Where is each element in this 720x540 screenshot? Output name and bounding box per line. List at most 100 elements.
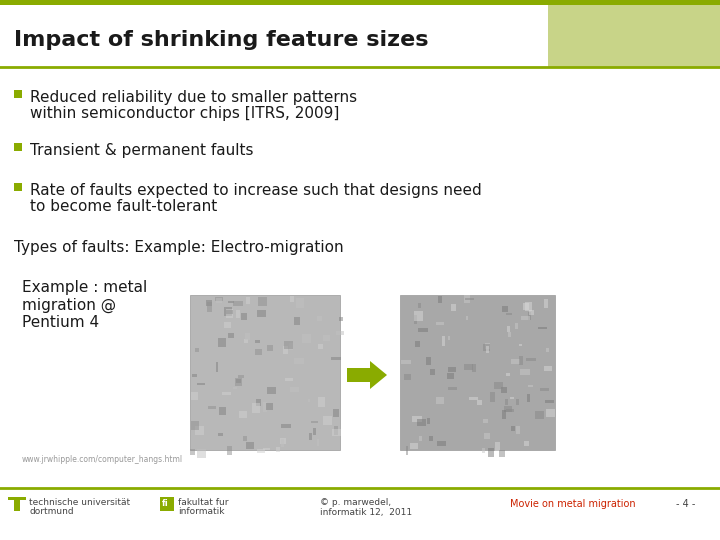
Bar <box>527 394 531 402</box>
Text: Rate of faults expected to increase such that designs need: Rate of faults expected to increase such… <box>30 183 482 198</box>
Bar <box>338 317 343 321</box>
Bar <box>239 411 247 418</box>
Bar <box>483 344 490 350</box>
Bar <box>505 406 513 413</box>
Bar <box>487 346 489 353</box>
Bar <box>318 397 325 407</box>
Bar <box>429 436 433 441</box>
Bar <box>264 448 270 450</box>
Bar <box>401 360 410 364</box>
Bar <box>546 409 555 417</box>
Bar <box>501 387 507 394</box>
Bar <box>225 307 232 316</box>
Bar <box>529 310 534 315</box>
Bar <box>323 335 330 341</box>
Bar <box>191 421 199 430</box>
Bar <box>197 449 206 458</box>
Bar <box>243 339 248 343</box>
Bar <box>528 385 533 387</box>
Bar <box>284 341 292 349</box>
Bar <box>410 443 418 449</box>
Bar <box>437 441 446 446</box>
Bar <box>538 327 547 329</box>
Bar <box>535 411 544 419</box>
Bar <box>317 439 320 446</box>
Bar <box>289 296 294 302</box>
Text: fi: fi <box>162 500 168 509</box>
Bar <box>233 387 237 389</box>
Bar <box>477 400 482 406</box>
Bar <box>289 343 293 350</box>
Bar <box>485 343 490 349</box>
Bar <box>505 373 510 376</box>
Bar <box>516 426 521 434</box>
Bar <box>246 442 254 449</box>
Bar <box>482 418 488 423</box>
Bar <box>14 497 20 511</box>
Bar <box>546 348 549 353</box>
Text: Example : metal
migration @
Pentium 4: Example : metal migration @ Pentium 4 <box>22 280 148 330</box>
Bar <box>0 0 720 5</box>
Bar <box>246 298 250 304</box>
Bar <box>308 399 310 402</box>
Bar <box>523 303 529 310</box>
Bar <box>236 379 241 383</box>
Bar <box>294 359 304 364</box>
Bar <box>528 312 531 320</box>
Bar <box>436 397 444 403</box>
Bar <box>469 397 478 400</box>
Bar <box>263 402 267 412</box>
Text: informatik: informatik <box>178 507 225 516</box>
Bar <box>333 409 338 417</box>
Bar <box>191 393 198 400</box>
Bar <box>526 357 536 361</box>
Bar <box>227 446 233 455</box>
Bar <box>256 399 261 406</box>
Bar <box>238 375 243 378</box>
Bar <box>488 448 493 457</box>
Bar <box>257 449 265 453</box>
Bar <box>451 304 456 311</box>
Bar <box>426 357 431 366</box>
Bar <box>302 334 311 342</box>
Bar <box>418 303 421 308</box>
Text: www.jrwhipple.com/computer_hangs.html: www.jrwhipple.com/computer_hangs.html <box>22 455 183 464</box>
Bar <box>502 410 506 419</box>
Bar <box>294 316 300 325</box>
Bar <box>465 298 474 300</box>
Bar <box>524 441 529 446</box>
Bar <box>400 295 555 450</box>
Bar <box>266 403 273 410</box>
Bar <box>418 328 428 332</box>
Bar <box>438 296 442 303</box>
Bar <box>190 295 340 450</box>
Bar <box>490 393 495 402</box>
Bar <box>194 426 204 435</box>
Bar <box>257 310 266 318</box>
Bar <box>466 316 468 320</box>
Text: Reduced reliability due to smaller patterns: Reduced reliability due to smaller patte… <box>30 90 357 105</box>
Bar <box>482 448 485 453</box>
Bar <box>243 436 247 441</box>
Bar <box>506 313 512 315</box>
Bar <box>548 5 720 67</box>
Bar <box>540 388 549 391</box>
Bar <box>464 364 473 370</box>
Bar <box>241 313 248 320</box>
Bar <box>502 306 508 312</box>
Bar <box>281 438 284 448</box>
Bar <box>519 343 522 346</box>
Bar <box>267 387 276 394</box>
Bar <box>431 369 436 375</box>
Bar <box>484 433 490 438</box>
Bar <box>323 416 332 426</box>
Bar <box>417 419 426 426</box>
Polygon shape <box>347 361 387 389</box>
Bar <box>226 309 233 319</box>
Text: within semiconductor chips [ITRS, 2009]: within semiconductor chips [ITRS, 2009] <box>30 106 339 121</box>
Bar <box>160 497 174 511</box>
Bar <box>412 416 422 422</box>
Bar <box>276 447 280 452</box>
Bar <box>414 312 423 321</box>
Bar <box>312 428 316 435</box>
